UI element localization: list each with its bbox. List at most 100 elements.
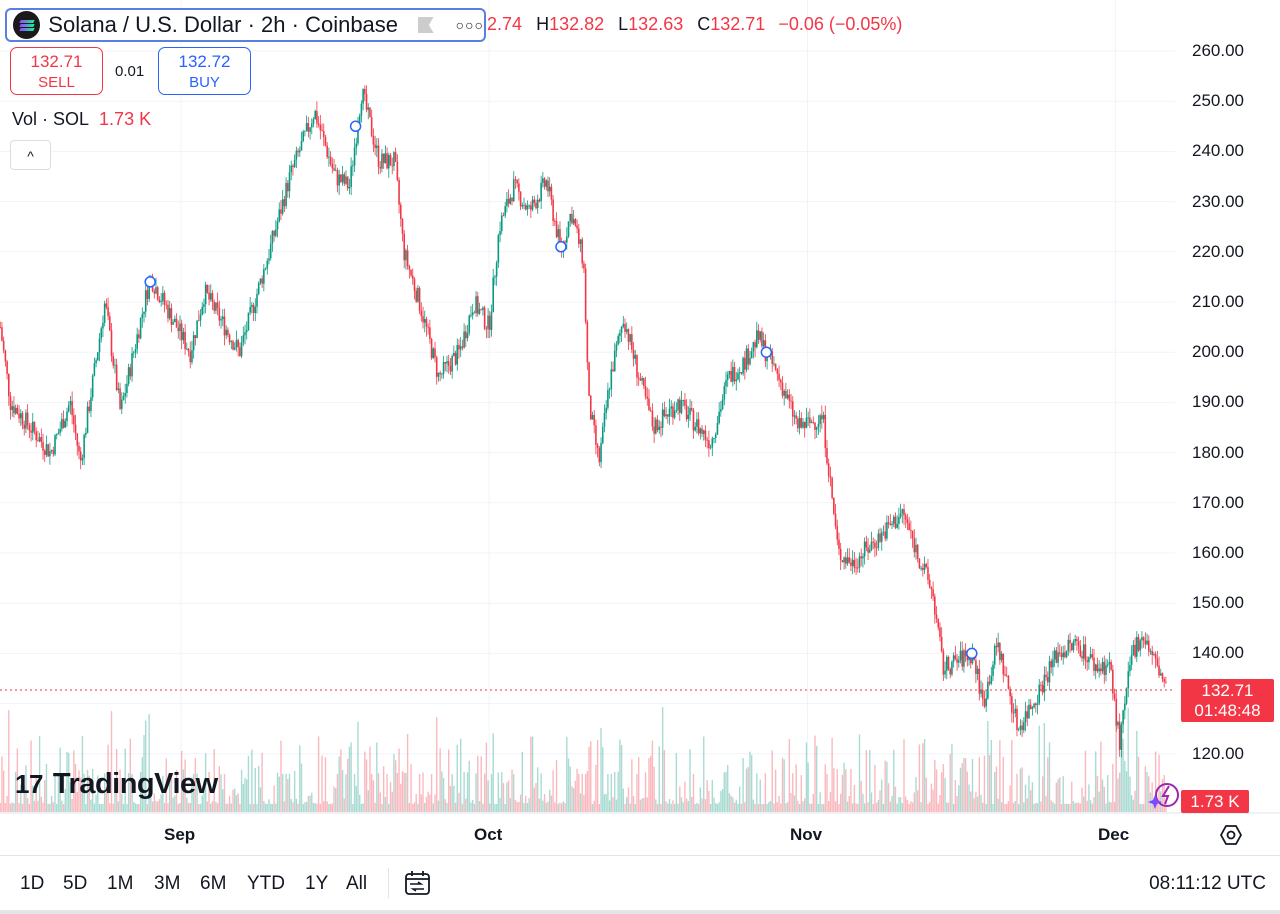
candle bbox=[913, 529, 916, 558]
candle-body bbox=[201, 306, 204, 315]
candle bbox=[841, 559, 844, 563]
candle-body bbox=[945, 656, 948, 671]
candle bbox=[1158, 656, 1160, 678]
volume-bar bbox=[1091, 803, 1093, 812]
volume-bar bbox=[326, 801, 328, 812]
volume-bar bbox=[877, 799, 880, 812]
candle bbox=[547, 176, 549, 198]
volume-bar bbox=[244, 777, 246, 812]
volume-bar bbox=[697, 803, 700, 812]
candle-body bbox=[656, 419, 659, 431]
candle-body bbox=[665, 414, 667, 417]
candle-body bbox=[239, 347, 241, 357]
volume-bar bbox=[230, 803, 233, 812]
candle bbox=[1129, 656, 1131, 677]
candle-body bbox=[233, 347, 236, 350]
candle bbox=[257, 281, 260, 296]
candle-body bbox=[697, 419, 700, 434]
volume-bar bbox=[316, 803, 318, 812]
candle bbox=[292, 163, 294, 176]
candle-body bbox=[156, 287, 159, 300]
volume-bar bbox=[103, 773, 106, 812]
ohlc-legend: 2.74 H132.82 L132.63 C132.71 −0.06 (−0.0… bbox=[487, 14, 902, 35]
candle bbox=[632, 341, 635, 367]
candle-body bbox=[762, 340, 765, 347]
candle bbox=[196, 320, 198, 339]
candle-body bbox=[206, 284, 209, 293]
period-1m[interactable]: 1M bbox=[107, 873, 134, 894]
candle bbox=[701, 425, 703, 438]
candle-body bbox=[831, 477, 833, 498]
volume-bar bbox=[321, 755, 323, 812]
candle-body bbox=[843, 557, 845, 563]
candle bbox=[1064, 645, 1066, 659]
candle-body bbox=[1077, 641, 1080, 646]
candle-body bbox=[1088, 657, 1090, 663]
candle bbox=[252, 302, 255, 322]
candle bbox=[530, 201, 532, 218]
candle-body bbox=[1067, 639, 1070, 652]
date-range-icon[interactable] bbox=[404, 869, 432, 897]
candle bbox=[1146, 633, 1148, 646]
volume-bar bbox=[675, 753, 678, 812]
volume-bar bbox=[733, 802, 736, 812]
more-icon[interactable]: ○○○ bbox=[455, 17, 484, 33]
candle bbox=[815, 426, 818, 438]
candle bbox=[427, 323, 429, 335]
period-1d[interactable]: 1D bbox=[20, 873, 45, 894]
collapse-legend-button[interactable]: ^ bbox=[10, 140, 51, 170]
candle-body bbox=[1120, 724, 1123, 750]
volume-bar bbox=[194, 758, 197, 812]
volume-bar bbox=[971, 758, 974, 812]
candle-body bbox=[879, 533, 881, 542]
spark-icon[interactable] bbox=[1147, 780, 1181, 812]
volume-bar bbox=[521, 751, 524, 812]
candle bbox=[656, 415, 659, 433]
candle-body bbox=[1135, 637, 1138, 657]
candle bbox=[1122, 709, 1124, 734]
period-all[interactable]: All bbox=[346, 873, 368, 894]
period-5d[interactable]: 5D bbox=[63, 873, 88, 894]
settings-icon[interactable] bbox=[1220, 824, 1242, 846]
volume-legend: Vol · SOL 1.73 K bbox=[12, 109, 151, 130]
candle-body bbox=[180, 323, 183, 341]
candle bbox=[348, 178, 351, 195]
candle-body bbox=[797, 418, 799, 429]
candle bbox=[160, 293, 162, 307]
candle bbox=[856, 558, 859, 573]
buy-button[interactable]: 132.72 BUY bbox=[158, 47, 251, 95]
sell-button[interactable]: 132.71 SELL bbox=[10, 47, 103, 95]
candle bbox=[923, 556, 926, 575]
volume-bar bbox=[834, 801, 837, 812]
candle-body bbox=[0, 327, 2, 328]
candle-body bbox=[131, 353, 133, 377]
candle bbox=[752, 341, 755, 359]
candle bbox=[156, 285, 159, 301]
candle bbox=[940, 627, 943, 653]
period-ytd[interactable]: YTD bbox=[247, 873, 285, 894]
candle bbox=[798, 410, 801, 435]
period-1y[interactable]: 1Y bbox=[305, 873, 329, 894]
candle-body bbox=[478, 309, 481, 314]
volume-bar bbox=[1158, 754, 1160, 812]
candle bbox=[750, 347, 753, 359]
flag-icon[interactable] bbox=[418, 17, 434, 33]
tradingview-logo[interactable]: 17 TradingView bbox=[15, 768, 218, 800]
volume-bar bbox=[509, 797, 512, 812]
candle-body bbox=[254, 306, 257, 313]
period-6m[interactable]: 6M bbox=[200, 873, 227, 894]
symbol-header[interactable]: Solana / U.S. Dollar · 2h · Coinbase ○○○ bbox=[5, 8, 486, 42]
candle bbox=[535, 199, 537, 210]
period-3m[interactable]: 3M bbox=[154, 873, 181, 894]
candle bbox=[1151, 645, 1153, 665]
candle bbox=[749, 350, 751, 366]
candle-body bbox=[536, 199, 539, 209]
candle-body bbox=[105, 303, 108, 308]
volume-bar bbox=[139, 772, 142, 812]
volume-bar bbox=[1036, 803, 1039, 812]
volume-bar bbox=[1060, 803, 1063, 812]
candle-body bbox=[1038, 684, 1041, 704]
clock[interactable]: 08:11:12 UTC bbox=[1149, 873, 1266, 894]
volume-bar bbox=[117, 801, 120, 812]
price-chart[interactable] bbox=[0, 0, 1280, 855]
